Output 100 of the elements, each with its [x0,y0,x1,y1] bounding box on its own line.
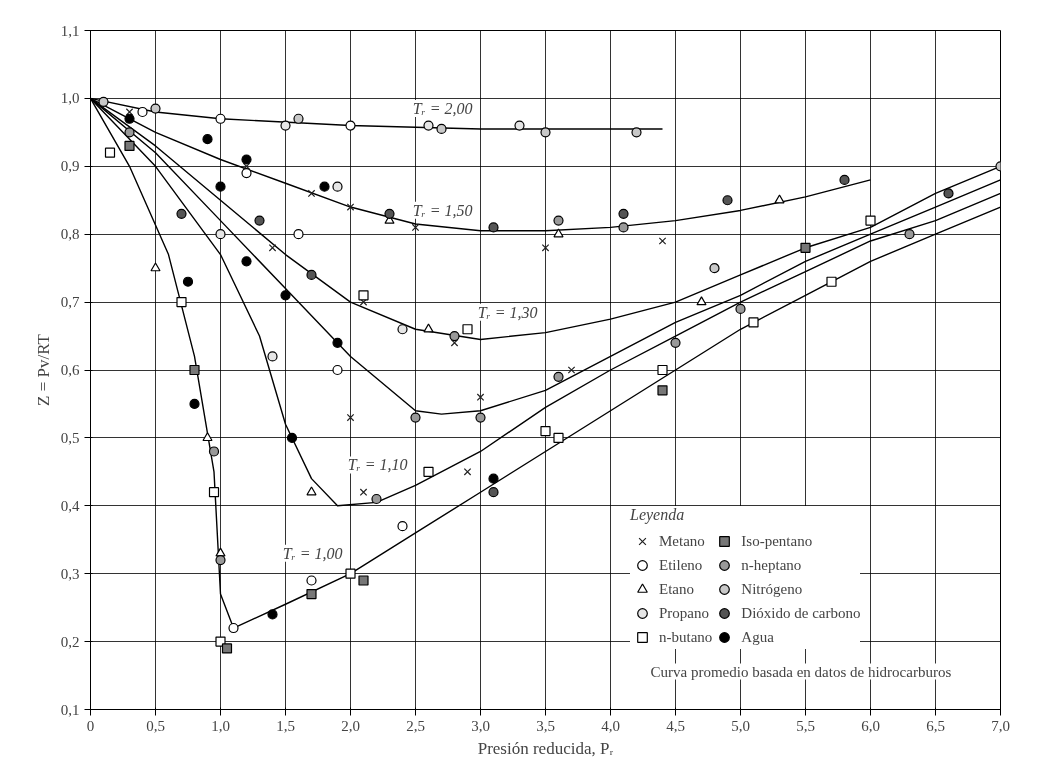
legend-label: Agua [741,627,774,647]
point [267,609,278,620]
annotation: Tᵣ = 1,50 [412,201,473,219]
legend-label: Etano [659,579,694,599]
point [124,127,135,138]
legend-label: Propano [659,603,709,623]
point [540,426,551,437]
point [208,487,220,498]
point [410,412,421,423]
x-tick-label: 2,0 [341,717,360,734]
annotation: Tᵣ = 1,30 [477,303,538,321]
point [280,120,291,131]
point [215,555,226,566]
point [215,113,226,124]
point [397,324,408,335]
point [904,229,915,240]
point [826,276,837,287]
y-tick-label: 0,4 [60,497,80,514]
point [722,195,733,206]
point [104,147,116,158]
legend-label: Etileno [659,555,703,575]
legend-label: Nitrógeno [741,579,803,599]
point [286,432,298,443]
point [150,262,161,272]
point [221,643,233,654]
point [553,228,564,238]
legend-label: Iso-pentano [741,531,813,551]
legend-label: Metano [659,531,705,551]
y-tick-label: 0,1 [60,701,80,718]
point [241,168,252,179]
point [371,493,382,505]
point [254,215,265,226]
point [553,215,564,226]
point [306,486,317,496]
x-tick-label: 0,5 [146,717,165,734]
point [124,140,135,152]
point [359,298,368,306]
y-tick-label: 0,2 [60,633,80,650]
y-tick-label: 0,8 [60,226,80,243]
y-tick-label: 0,9 [60,158,80,175]
point [488,473,499,484]
legend-label: n-butano [659,627,713,647]
point [631,127,642,138]
point [423,323,434,333]
point [307,189,316,198]
point [345,568,356,579]
y-tick-label: 0,5 [60,429,80,446]
point [709,263,720,274]
point [189,398,200,410]
point [423,120,434,131]
point [268,244,277,252]
annotation: Tᵣ = 2,00 [412,99,473,117]
point [358,575,369,586]
point [462,324,473,335]
point [176,208,187,219]
point [943,188,954,199]
x-tick-label: 6,5 [926,717,945,734]
point [241,154,252,165]
point [696,296,707,306]
y-tick-label: 0,7 [60,294,80,311]
point [215,181,226,192]
point [332,337,343,348]
point [346,413,355,422]
point [423,466,434,477]
point [618,222,629,233]
point [800,242,811,253]
point [436,123,447,135]
y-tick-label: 0,3 [60,565,80,582]
point [358,290,369,301]
point [488,487,499,498]
point [658,237,667,245]
point [293,229,304,240]
point [514,120,525,131]
point [306,575,317,586]
x-tick-label: 5,5 [796,717,815,734]
x-tick-label: 1,0 [211,717,230,734]
point [748,317,759,328]
point [306,588,317,600]
point [735,303,746,314]
x-tick-label: 1,5 [276,717,295,734]
point [449,330,460,342]
point [411,223,420,232]
point [384,208,395,219]
point [150,103,161,114]
point [488,222,499,233]
point [839,174,850,185]
legend-label: n-heptano [741,555,802,575]
x-tick-label: 7,0 [991,717,1010,734]
point [176,297,187,308]
point [202,134,213,145]
point [345,120,356,131]
y-tick-label: 1,0 [60,90,80,107]
y-tick-label: 0,6 [60,362,80,378]
point [567,366,576,374]
point [293,113,304,124]
point [657,385,668,396]
x-tick-label: 0 [86,717,95,734]
point [215,229,226,240]
point [463,468,472,476]
x-tick-label: 3,0 [471,717,490,734]
